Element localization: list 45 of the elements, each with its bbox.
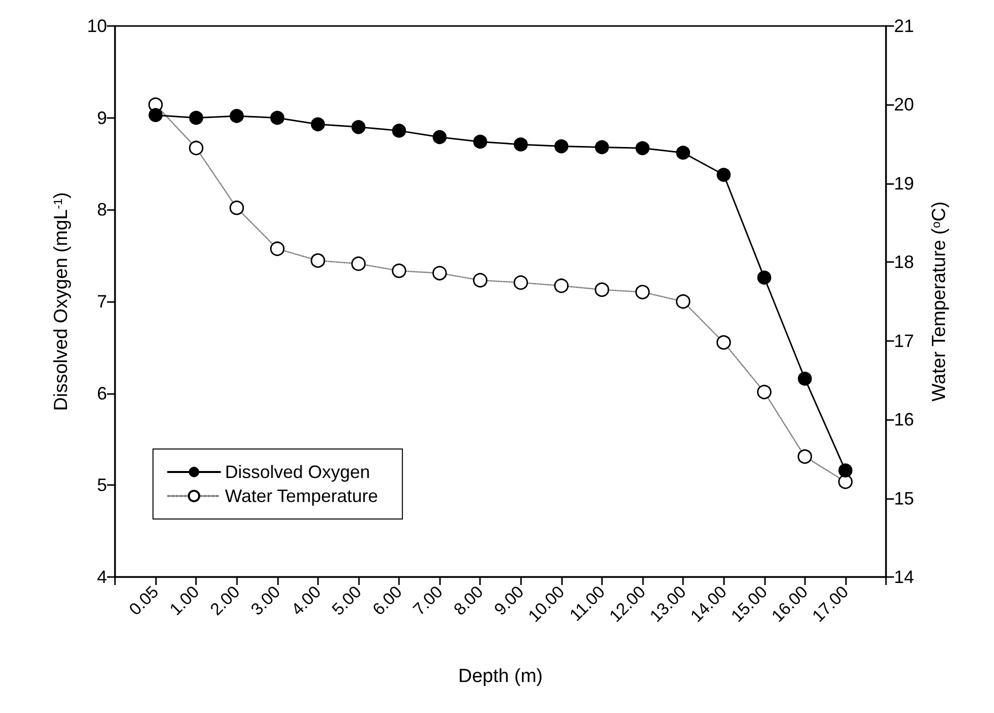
y-tick-label: 6: [96, 383, 107, 404]
point: [148, 108, 163, 122]
y-tick-label: 5: [96, 475, 107, 496]
y2-tick-label: 15: [894, 488, 914, 508]
point: [473, 134, 488, 149]
y2-tick-label: 17: [894, 330, 914, 351]
y-tick-label: 7: [96, 292, 107, 312]
y-tick-label: 4: [96, 567, 107, 587]
legend-label: Dissolved Oxygen: [225, 462, 370, 482]
x-axis-title: Depth (m): [458, 666, 543, 687]
legend-label: Water Temperature: [225, 486, 378, 506]
x-tick-label: 9.00: [490, 582, 528, 620]
x-tick-label: 3.00: [247, 582, 284, 620]
y2-tick-label: 19: [894, 173, 914, 194]
point: [676, 146, 690, 160]
point: [230, 109, 244, 123]
y-tick-label: 8: [96, 200, 107, 220]
point: [798, 372, 812, 386]
y2-tick-label: 20: [894, 94, 914, 115]
point: [594, 140, 609, 154]
y-tick-label: 10: [86, 16, 107, 36]
point: [310, 117, 325, 132]
point: [838, 463, 852, 478]
y2-tick-label: 18: [894, 252, 914, 272]
point: [351, 120, 366, 134]
y2-axis-title: Water Temperature (oC): [929, 201, 950, 402]
x-tick-label: 4.00: [288, 582, 325, 620]
point: [636, 141, 650, 156]
y-axis-title: Dissolved Oxygen (mgL-1): [51, 192, 72, 411]
point: [392, 124, 406, 138]
y2-tick-label: 21: [894, 16, 914, 36]
point: [270, 110, 284, 125]
point: [716, 168, 731, 182]
point: [189, 110, 204, 125]
y-tick-label: 9: [96, 108, 107, 128]
x-tick-label: 7.00: [410, 582, 446, 620]
point: [432, 130, 447, 144]
point: [514, 137, 528, 152]
y2-tick-label: 16: [894, 410, 914, 430]
point: [554, 139, 568, 154]
x-tick-label: 5.00: [328, 582, 366, 620]
x-tick-label: 6.00: [368, 582, 406, 620]
x-tick-label: 8.00: [450, 582, 487, 620]
point: [757, 270, 772, 285]
y2-tick-label: 14: [894, 567, 914, 587]
